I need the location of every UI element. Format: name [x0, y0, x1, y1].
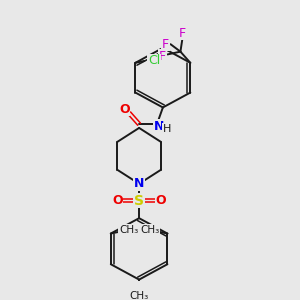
Text: H: H	[163, 124, 171, 134]
Text: Cl: Cl	[148, 54, 160, 68]
Text: CH₃: CH₃	[140, 225, 159, 235]
Text: O: O	[112, 194, 123, 207]
Text: O: O	[156, 194, 166, 207]
Text: F: F	[179, 26, 186, 40]
Text: N: N	[154, 120, 164, 133]
Text: S: S	[134, 194, 144, 208]
Text: F: F	[159, 50, 166, 63]
Text: N: N	[134, 177, 144, 190]
Text: O: O	[119, 103, 130, 116]
Text: CH₃: CH₃	[130, 291, 149, 300]
Text: F: F	[162, 38, 169, 51]
Text: CH₃: CH₃	[119, 225, 138, 235]
